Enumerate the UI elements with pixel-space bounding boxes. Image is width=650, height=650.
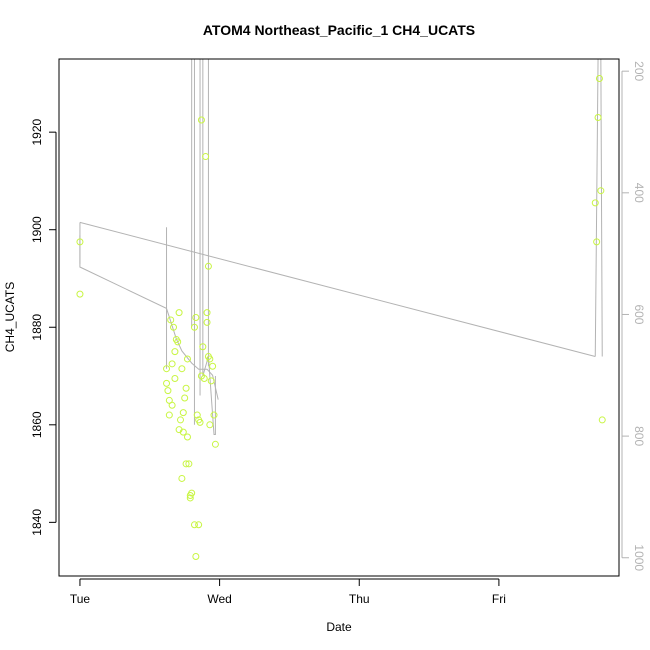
data-point: [176, 416, 184, 424]
x-tick-label: Fri: [492, 592, 506, 606]
x-tick-label: Thu: [349, 592, 370, 606]
data-point: [197, 116, 205, 124]
altitude-trace-line: [79, 235, 219, 400]
data-point: [178, 474, 186, 482]
data-point: [192, 552, 200, 560]
data-point: [595, 75, 603, 83]
data-point: [593, 238, 601, 246]
x-axis-label: Date: [326, 620, 352, 634]
chart-title: ATOM4 Northeast_Pacific_1 CH4_UCATS: [203, 22, 475, 38]
data-point: [183, 355, 191, 363]
right-tick-label: 1000: [632, 544, 646, 571]
y-axis-label: CH4_UCATS: [3, 282, 17, 352]
data-point: [183, 433, 191, 441]
data-point: [175, 309, 183, 317]
data-point: [168, 401, 176, 409]
data-point: [591, 199, 599, 207]
data-point: [207, 377, 215, 385]
y-tick-label: 1920: [30, 118, 44, 145]
transit-line: [79, 221, 596, 358]
data-point: [163, 379, 171, 387]
right-tick-label: 800: [632, 426, 646, 446]
right-tick-label: 600: [632, 304, 646, 324]
data-point: [174, 338, 182, 346]
y-tick-label: 1900: [30, 216, 44, 243]
data-point: [192, 314, 200, 321]
data-point: [186, 494, 194, 502]
data-point: [182, 384, 190, 392]
data-point: [193, 411, 201, 419]
data-point: [594, 114, 602, 122]
x-tick-label: Tue: [70, 592, 91, 606]
data-point: [165, 411, 173, 419]
right-tick-label: 400: [632, 183, 646, 203]
data-point: [170, 323, 178, 331]
data-point: [76, 290, 84, 298]
data-point: [204, 262, 212, 270]
data-point: [76, 238, 84, 246]
data-point: [199, 343, 207, 351]
data-point: [178, 365, 186, 373]
data-point: [598, 416, 606, 424]
data-point: [168, 360, 176, 368]
data-point: [206, 421, 214, 429]
plot-area: Tue Wed Thu Fri 1840 1860 1880 1900 1920 200 400 60…: [30, 58, 646, 606]
data-point: [171, 348, 179, 356]
data-point: [200, 374, 208, 382]
data-point: [210, 411, 218, 419]
fri-spike: [594, 58, 603, 357]
data-point: [179, 428, 187, 436]
data-point: [190, 323, 198, 331]
data-point: [202, 153, 210, 161]
data-point: [167, 316, 175, 324]
right-tick-label: 200: [632, 61, 646, 81]
y-tick-label: 1860: [30, 411, 44, 438]
data-point: [171, 374, 179, 382]
data-point: [597, 187, 605, 195]
data-point: [185, 460, 193, 468]
data-point: [182, 460, 190, 468]
y-tick-label: 1880: [30, 314, 44, 341]
data-point: [181, 394, 189, 402]
data-point: [190, 521, 198, 529]
data-point: [188, 489, 196, 497]
x-tick-label: Wed: [207, 592, 231, 606]
data-point: [179, 409, 187, 417]
data-point: [195, 521, 203, 529]
data-point: [203, 318, 211, 326]
data-point: [196, 418, 204, 426]
profile-tail: [202, 356, 216, 436]
data-point: [203, 309, 211, 317]
y-tick-label: 1840: [30, 509, 44, 536]
data-point: [164, 387, 172, 395]
data-point: [163, 365, 171, 373]
plot-frame: [58, 58, 620, 577]
data-point: [209, 362, 217, 370]
data-point: [211, 440, 219, 448]
data-point: [206, 355, 214, 363]
